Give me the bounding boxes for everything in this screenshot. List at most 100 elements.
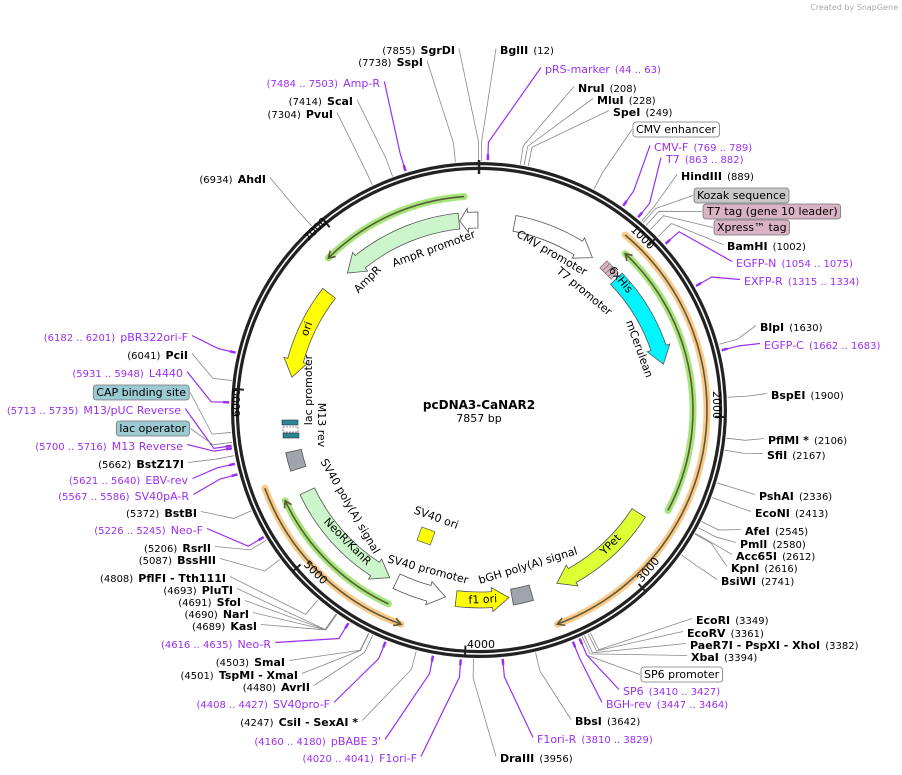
- label-name: Amp-R: [343, 77, 380, 90]
- enzyme-label-pvui[interactable]: (7304) PvuI: [267, 103, 333, 122]
- primer-label-sv40pro-f[interactable]: (4408 .. 4427) SV40pro-F: [196, 693, 330, 712]
- primer-label-amp-r[interactable]: (7484 .. 7503) Amp-R: [267, 72, 381, 91]
- primer-label-neo-r[interactable]: (4616 .. 4635) Neo-R: [161, 633, 271, 652]
- primer-label-ebv-rev[interactable]: (5621 .. 5640) EBV-rev: [69, 469, 189, 488]
- enzyme-label-bsshii[interactable]: (5087) BssHII: [139, 549, 216, 568]
- label-name: HindIII: [681, 170, 722, 183]
- primer-label-pbabe-3[interactable]: (4160 .. 4180) pBABE 3': [254, 730, 381, 749]
- feature-ypet[interactable]: [556, 508, 646, 587]
- enzyme-label-draiii[interactable]: DraIII (3956): [500, 747, 573, 766]
- enzyme-label-sspi[interactable]: (7738) SspI: [358, 51, 423, 70]
- label-connector: [727, 393, 768, 398]
- enzyme-label-bstbi[interactable]: (5372) BstBI: [126, 502, 197, 521]
- enzyme-label-bsiwi[interactable]: BsiWI (2741): [721, 570, 794, 589]
- feature-f1-ori[interactable]: [454, 586, 510, 613]
- box-label-xpress-tag[interactable]: Xpress™ tag: [713, 219, 790, 236]
- enzyme-label-smai[interactable]: (4503) SmaI: [216, 651, 285, 670]
- enzyme-label-blpi[interactable]: BlpI (1630): [760, 316, 823, 335]
- enzyme-label-ahdi[interactable]: (6934) AhdI: [199, 168, 266, 187]
- enzyme-label-bamhi[interactable]: BamHI (1002): [727, 235, 806, 254]
- label-name: Neo-R: [237, 638, 271, 651]
- primer-label-sp6[interactable]: SP6 (3410 .. 3427): [623, 680, 720, 699]
- enzyme-label-kpni[interactable]: KpnI (2616): [731, 557, 798, 576]
- enzyme-label-xbai[interactable]: XbaI (3394): [691, 646, 757, 665]
- enzyme-label-bspei[interactable]: BspEI (1900): [771, 384, 844, 403]
- box-label-sp6-promoter[interactable]: SP6 promoter: [640, 666, 724, 683]
- enzyme-label-nari[interactable]: (4690) NarI: [184, 603, 249, 622]
- feature-ori[interactable]: [283, 287, 336, 378]
- enzyme-label-sfii[interactable]: SfiI (2167): [767, 444, 826, 463]
- enzyme-label-kasi[interactable]: (4689) KasI: [192, 615, 257, 634]
- orange-orf-arc[interactable]: [261, 484, 405, 628]
- enzyme-label-bbsi[interactable]: BbsI (3642): [575, 710, 640, 729]
- enzyme-label-mlui[interactable]: MluI (228): [597, 89, 656, 108]
- feature-cmv-promoter[interactable]: [512, 215, 593, 259]
- primer-label-pbr322ori-f[interactable]: (6182 .. 6201) pBR322ori-F: [44, 326, 188, 345]
- primer-label-exfp-r[interactable]: EXFP-R (1315 .. 1334): [744, 270, 859, 289]
- green-orf-arc[interactable]: [324, 193, 468, 262]
- box-label-lac-operator[interactable]: lac operator: [115, 420, 190, 437]
- enzyme-label-afei[interactable]: AfeI (2545): [745, 520, 808, 539]
- primer-label-egfp-n[interactable]: EGFP-N (1054 .. 1075): [736, 252, 853, 271]
- box-label-cmv-enhancer[interactable]: CMV enhancer: [632, 121, 720, 138]
- feature-ampr-promoter[interactable]: [459, 206, 479, 234]
- enzyme-label-pflfi-tth111i[interactable]: (4808) PflFI - Tth111I: [100, 567, 226, 586]
- label-position: (3349): [735, 616, 768, 627]
- enzyme-label-ecorv[interactable]: EcoRV (3361): [687, 622, 764, 641]
- feature-sv40-promoter[interactable]: [392, 573, 447, 606]
- enzyme-label-acc65i[interactable]: Acc65I (2612): [736, 545, 815, 564]
- enzyme-label-ecori[interactable]: EcoRI (3349): [696, 609, 769, 628]
- enzyme-label-pluti[interactable]: (4693) PluTI: [163, 579, 233, 598]
- enzyme-label-paer7i-pspxi-xhoi[interactable]: PaeR7I - PspXI - XhoI (3382): [690, 634, 859, 653]
- feature-mcerulean[interactable]: [609, 272, 671, 365]
- box-label-t7-tag-gene-10-leader[interactable]: T7 tag (gene 10 leader): [702, 203, 842, 220]
- green-orf-arc[interactable]: [281, 497, 392, 608]
- primer-label-neo-f[interactable]: (5226 .. 5245) Neo-F: [94, 519, 203, 538]
- feature-neor-kanr[interactable]: [299, 487, 391, 580]
- orange-orf-arc[interactable]: [553, 231, 711, 628]
- enzyme-label-bglii[interactable]: BglII (12): [500, 39, 554, 58]
- enzyme-label-hindiii[interactable]: HindIII (889): [681, 165, 754, 184]
- primer-label-prs-marker[interactable]: pRS-marker (44 .. 63): [545, 58, 661, 77]
- primer-label-t7[interactable]: T7 (863 .. 882): [665, 148, 744, 167]
- enzyme-label-spei[interactable]: SpeI (249): [613, 101, 672, 120]
- plasmid-length: 7857 bp: [456, 412, 501, 425]
- primer-label-m13-reverse[interactable]: (5700 .. 5716) M13 Reverse: [35, 435, 183, 454]
- label-connector: [219, 558, 281, 572]
- primer-label-egfp-c[interactable]: EGFP-C (1662 .. 1683): [764, 334, 880, 353]
- box-label-cap-binding-site[interactable]: CAP binding site: [92, 384, 190, 401]
- enzyme-label-avrii[interactable]: (4480) AvrII: [243, 676, 310, 695]
- label-position: (5372): [126, 509, 159, 520]
- primer-label-bgh-rev[interactable]: BGH-rev (3447 .. 3464): [606, 693, 728, 712]
- feature-sv40-poly-a-signal[interactable]: [285, 448, 307, 472]
- enzyme-label-bstz17i[interactable]: (5662) BstZ17I: [98, 453, 184, 472]
- primer-label-cmv-f[interactable]: CMV-F (769 .. 789): [654, 136, 752, 155]
- label-connector: [383, 81, 406, 169]
- enzyme-label-econi[interactable]: EcoNI (2413): [755, 502, 828, 521]
- primer-label-l4440[interactable]: (5931 .. 5948) L4440: [72, 362, 183, 381]
- feature-ampr[interactable]: [346, 212, 461, 274]
- enzyme-label-pflmi[interactable]: PflMI * (2106): [768, 429, 847, 448]
- enzyme-label-text: (4503) SmaI: [216, 651, 285, 670]
- enzyme-label-csii-sexai[interactable]: (4247) CsiI - SexAI *: [240, 711, 358, 730]
- enzyme-label-pshai[interactable]: PshAI (2336): [759, 485, 832, 504]
- enzyme-label-sfoi[interactable]: (4691) SfoI: [178, 591, 241, 610]
- enzyme-label-rsrii[interactable]: (5206) RsrII: [144, 537, 211, 556]
- enzyme-label-tspmi-xmai[interactable]: (4501) TspMI - XmaI: [180, 664, 298, 683]
- enzyme-label-pmli[interactable]: PmlI (2580): [740, 533, 806, 552]
- label-name: AfeI: [745, 525, 770, 538]
- feature-bgh-poly-a-signal[interactable]: [510, 584, 534, 606]
- orf-arcs: [261, 193, 711, 628]
- primer-label-f1ori-f[interactable]: (4020 .. 4041) F1ori-F: [303, 747, 417, 766]
- primer-label-m13-puc-reverse[interactable]: (5713 .. 5735) M13/pUC Reverse: [7, 399, 181, 418]
- enzyme-label-nrui[interactable]: NruI (208): [578, 77, 637, 96]
- enzyme-label-scai[interactable]: (7414) ScaI: [289, 90, 353, 109]
- label-connector: [187, 455, 235, 463]
- primer-label-f1ori-r[interactable]: F1ori-R (3810 .. 3829): [537, 728, 653, 747]
- primer-label-sv40pa-r[interactable]: (5567 .. 5586) SV40pA-R: [58, 485, 189, 504]
- enzyme-label-pcii[interactable]: (6041) PciI: [127, 344, 188, 363]
- enzyme-label-sgrdi[interactable]: (7855) SgrDI: [382, 39, 455, 58]
- label-name: PflFI - Tth111I: [138, 572, 226, 585]
- box-label-kozak-sequence[interactable]: Kozak sequence: [693, 187, 790, 204]
- green-orf-arc[interactable]: [621, 250, 697, 514]
